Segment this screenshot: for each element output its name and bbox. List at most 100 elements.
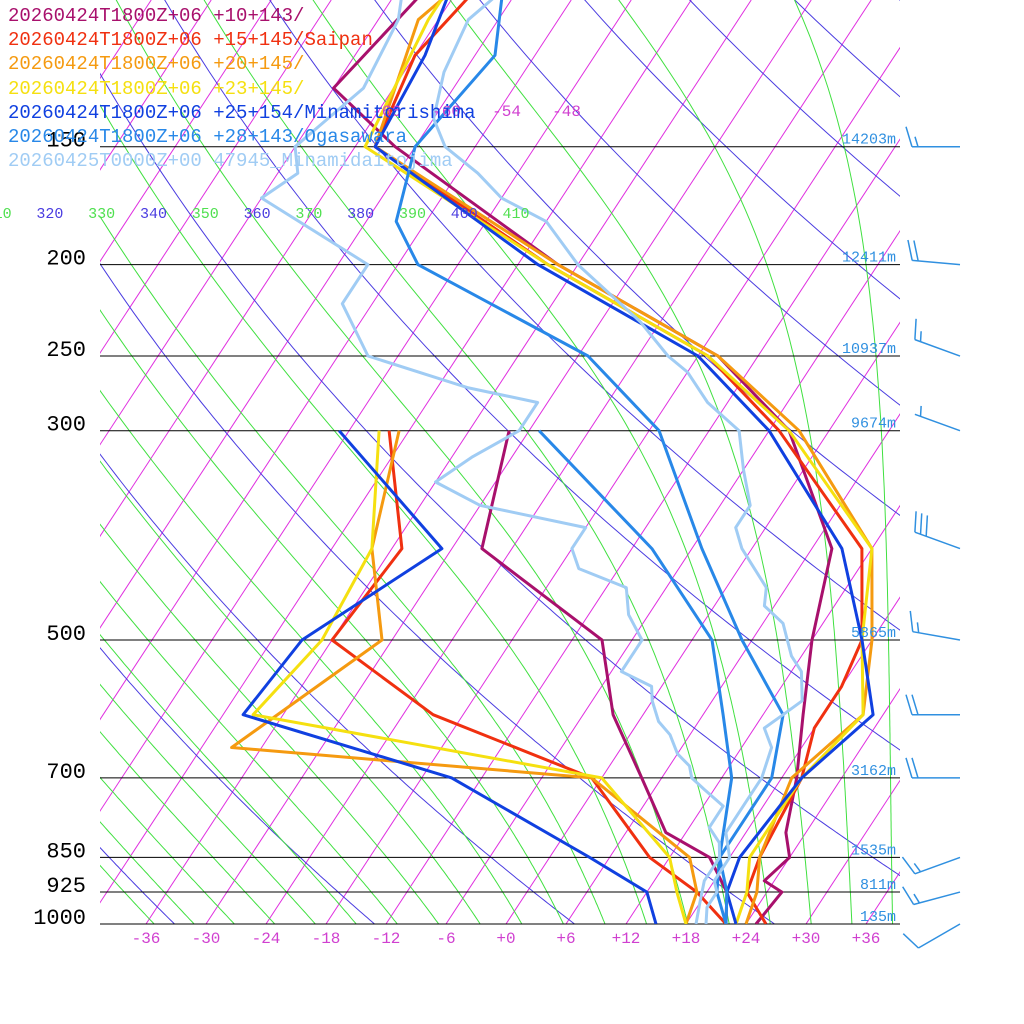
height-label: 1535m: [851, 842, 896, 859]
x-tick-label: +30: [792, 930, 821, 948]
legend-entry: 20260425T0000Z+00 47945_Minamidaitojima: [8, 150, 453, 173]
isotherm-line: [926, 0, 1024, 924]
dry-adiabat-line: [100, 72, 900, 877]
wind-barb-feather: [916, 622, 920, 633]
wind-barb-feather: [913, 893, 921, 904]
moist-adiabat-line: [100, 523, 440, 924]
pressure-label: 925: [46, 874, 86, 899]
moist-adiabat-line: [312, 0, 771, 924]
isotherm-label: -66: [372, 103, 401, 121]
wind-barb-feather: [925, 515, 929, 537]
isotherm-line: [100, 0, 212, 171]
legend-entry: 20260424T1800Z+06 +25+154/Minamitorishim…: [8, 101, 476, 124]
series-clip-group: [230, 0, 875, 924]
wind-barb-feather: [919, 405, 922, 417]
legend-entry: 20260424T1800Z+06 +15+145/Saipan: [8, 29, 373, 52]
legend-entry: 20260424T1800Z+06 +28+143/Ogasawara: [8, 125, 408, 148]
grid-clip-group: [100, 0, 1024, 924]
series-temp-line: [373, 0, 864, 924]
theta-label: 370: [295, 206, 322, 223]
isotherm-line: [685, 596, 900, 924]
wind-barb-feather: [914, 318, 917, 340]
isotherm-line: [625, 504, 900, 924]
isotherm-line: [145, 0, 752, 924]
wind-barbs-layer: [901, 126, 961, 949]
moist-adiabat-line: [100, 633, 357, 924]
wind-barb: [914, 405, 961, 432]
grid-layer: [100, 0, 1024, 925]
isotherm-line: [745, 687, 900, 924]
x-tick-label: -36: [132, 930, 161, 948]
x-tick-label: -12: [372, 930, 401, 948]
wind-barb: [902, 923, 961, 949]
pressure-label: 300: [46, 413, 86, 438]
wind-barb-shaft: [912, 259, 961, 266]
dry-adiabat-line: [899, 0, 900, 1]
pressure-label: 500: [46, 622, 86, 647]
x-tick-label: -18: [312, 930, 341, 948]
wind-barb-feather: [914, 136, 919, 147]
height-label: 135m: [860, 909, 896, 926]
wind-barb-shaft: [912, 630, 961, 641]
wind-barb: [905, 757, 960, 779]
wind-barb-feather: [902, 886, 915, 905]
wind-barb-feather: [914, 511, 917, 533]
isotherm-line: [505, 321, 900, 924]
moist-adiabat-line: [100, 460, 481, 924]
wind-barb: [914, 318, 961, 357]
dry-adiabat-line: [100, 846, 176, 924]
isotherm-line: [100, 0, 692, 904]
wind-barb-shaft: [918, 923, 961, 949]
x-tick-label: -24: [252, 930, 281, 948]
isotherm-line: [565, 413, 900, 924]
x-tick-label: -30: [192, 930, 221, 948]
wind-barb-feather: [913, 862, 922, 873]
wind-barb-feather: [907, 239, 913, 261]
isotherm-line: [385, 138, 900, 924]
isotherm-line: [100, 0, 392, 446]
series-dew-line: [538, 429, 734, 924]
wind-barb-feather: [909, 610, 914, 632]
series-layer: [230, 0, 875, 924]
moist-adiabat-line: [618, 0, 853, 924]
wind-barb-feather: [919, 331, 922, 342]
moist-adiabat-line: [100, 309, 564, 924]
theta-label: 320: [36, 206, 63, 223]
x-tick-label: +24: [732, 930, 761, 948]
series-temp-line: [332, 0, 834, 924]
isotherm-line: [100, 0, 572, 721]
isotherm-line: [100, 0, 272, 263]
wind-barb-feather: [905, 757, 913, 779]
isotherm-line: [100, 0, 332, 354]
pressure-label: 150: [46, 129, 86, 154]
wind-barb-feather: [919, 513, 923, 535]
isotherm-label: -60: [432, 103, 461, 121]
series-temp-line: [432, 0, 804, 924]
series-dew-line: [230, 430, 699, 924]
wind-barb-shaft: [914, 338, 961, 357]
pressure-label: 1000: [33, 906, 86, 931]
x-tick-label: +12: [612, 930, 641, 948]
theta-label: 390: [399, 206, 426, 223]
moist-adiabat-line: [793, 0, 894, 924]
dry-adiabat-line: [689, 0, 900, 197]
theta-label: 330: [88, 206, 115, 223]
series-temp-line: [363, 0, 874, 924]
series-dew-line: [260, 0, 725, 924]
height-label: 14203m: [842, 132, 896, 149]
height-label: 9674m: [851, 416, 896, 433]
theta-label: 350: [192, 206, 219, 223]
series-temp-line: [394, 0, 785, 924]
moist-adiabat-line: [100, 215, 606, 924]
pressure-label: 850: [46, 839, 86, 864]
isotherm-line: [100, 0, 452, 538]
theta-label: 360: [244, 206, 271, 223]
moist-adiabat-line: [100, 683, 316, 924]
moist-adiabat-line: [100, 389, 523, 924]
x-tick-label: +0: [496, 930, 515, 948]
isotherm-line: [445, 229, 900, 924]
height-label: 3162m: [851, 763, 896, 780]
dry-adiabat-line: [584, 0, 900, 300]
wind-barb-feather: [911, 757, 919, 779]
